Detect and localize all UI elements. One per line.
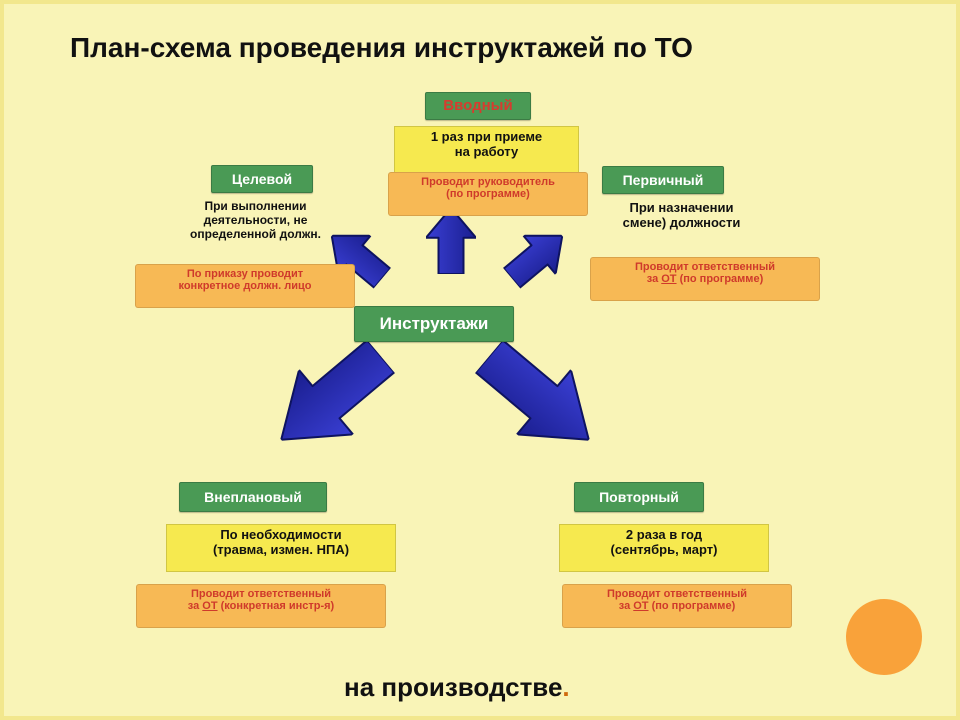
arrow-4 — [462, 324, 616, 472]
caption-povtorny: 2 раза в год (сентябрь, март) — [559, 524, 769, 572]
note-vneplanovy: Проводит ответственныйза ОТ (конкретная … — [136, 584, 386, 628]
diagram-stage: План-схема проведения инструктажей по ТО… — [0, 0, 960, 720]
arrow-0 — [426, 208, 476, 274]
pill-povtorny: Повторный — [574, 482, 704, 512]
caption-celevoy: При выполнении деятельности, не определе… — [157, 200, 354, 254]
page-title: План-схема проведения инструктажей по ТО — [70, 32, 693, 64]
pill-pervichny: Первичный — [602, 166, 724, 194]
arrow-3 — [254, 324, 408, 472]
caption-vvodny: 1 раз при приеме на работу — [394, 126, 579, 174]
accent-circle — [846, 599, 922, 675]
note-povtorny: Проводит ответственныйза ОТ (по программ… — [562, 584, 792, 628]
pill-celevoy: Целевой — [211, 165, 313, 193]
note-pervichny: Проводит ответственныйза ОТ (по программ… — [590, 257, 820, 301]
center-pill: Инструктажи — [354, 306, 514, 342]
pill-vvodny: Вводный — [425, 92, 531, 120]
caption-pervichny: При назначении смене) должности — [584, 201, 779, 241]
arrow-2 — [496, 217, 579, 298]
caption-vneplanovy: По необходимости (травма, измен. НПА) — [166, 524, 396, 572]
note-vvodny: Проводит руководитель (по программе) — [388, 172, 588, 216]
page-subtitle: на производстве. — [344, 672, 570, 703]
note-celevoy: По приказу проводит конкретное должн. ли… — [135, 264, 355, 308]
pill-vneplanovy: Внеплановый — [179, 482, 327, 512]
